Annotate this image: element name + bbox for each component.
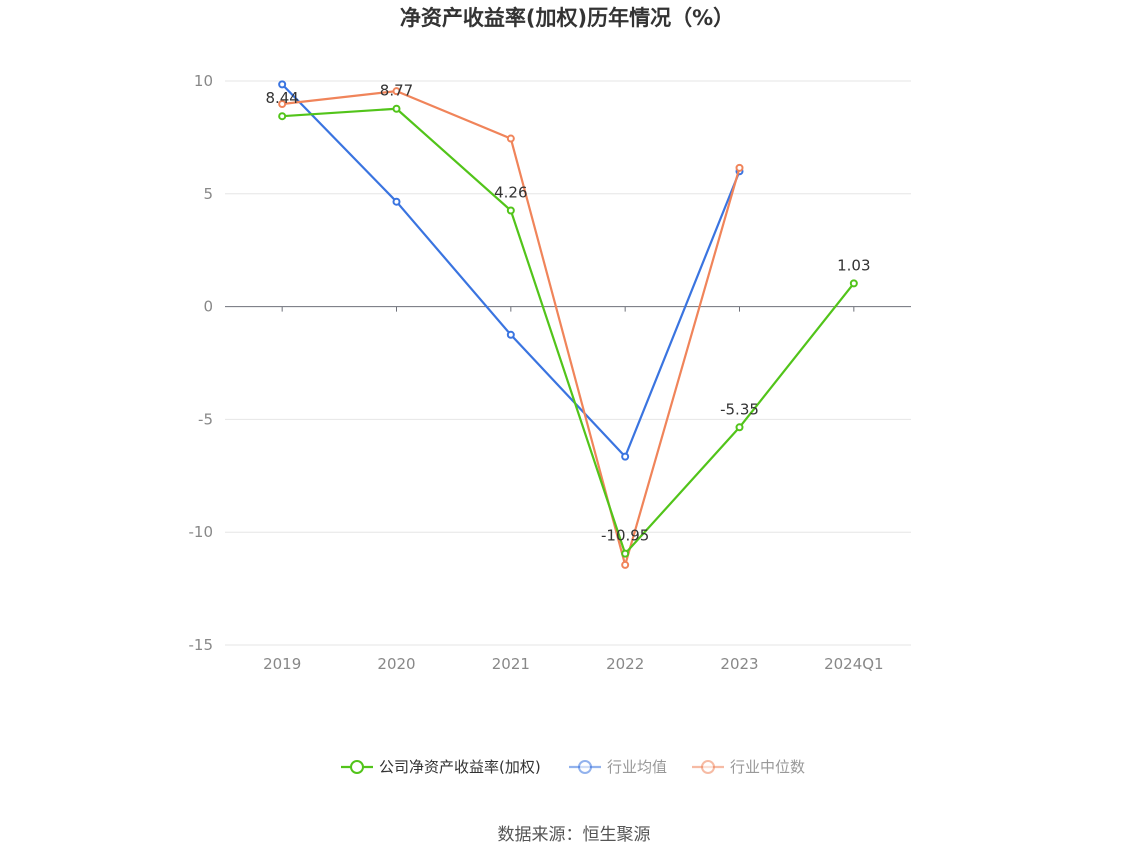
series-line (282, 107, 855, 555)
data-point[interactable] (506, 206, 515, 215)
x-tick-label: 2020 (377, 655, 415, 673)
legend[interactable]: 公司净资产收益率(加权) 行业均值 行业中位数 (341, 758, 805, 776)
data-point[interactable] (735, 163, 744, 172)
legend-label: 行业中位数 (730, 758, 805, 776)
legend-item[interactable]: 行业中位数 (692, 758, 805, 776)
y-tick-label: -5 (198, 410, 213, 428)
data-label: 1.03 (837, 256, 870, 274)
grid (225, 80, 911, 646)
legend-marker (578, 760, 592, 774)
data-point[interactable] (621, 560, 630, 569)
data-point[interactable] (392, 197, 401, 206)
legend-item[interactable]: 行业均值 (569, 758, 667, 776)
legend-marker (701, 760, 715, 774)
data-point[interactable] (278, 112, 287, 121)
data-point[interactable] (735, 423, 744, 432)
data-point[interactable] (278, 80, 287, 89)
data-point[interactable] (392, 87, 401, 96)
series-line (282, 90, 741, 567)
chart-title: 净资产收益率(加权)历年情况（%） (400, 6, 734, 30)
y-tick-label: -15 (189, 636, 214, 654)
data-point[interactable] (506, 134, 515, 143)
legend-item[interactable]: 公司净资产收益率(加权) (341, 758, 541, 776)
data-point[interactable] (506, 330, 515, 339)
axes: 10 5 0 -5 -10 -15 2019 2020 2021 2022 2023 2024Q1 (189, 72, 911, 673)
x-tick-label: 2023 (720, 655, 758, 673)
data-labels: 8.44 8.77 4.26 -10.95 -5.35 1.03 (265, 82, 870, 545)
data-label: 4.26 (494, 183, 527, 201)
legend-marker (350, 760, 364, 774)
data-point[interactable] (621, 549, 630, 558)
source-note: 数据来源：恒生聚源 (498, 825, 651, 845)
data-label: 8.44 (265, 89, 298, 107)
data-label: 8.77 (380, 82, 413, 100)
data-point[interactable] (278, 100, 287, 109)
x-tick-label: 2021 (492, 655, 530, 673)
y-tick-label: 10 (194, 72, 213, 90)
legend-label: 公司净资产收益率(加权) (379, 758, 541, 776)
y-tick-label: 5 (203, 185, 213, 203)
data-point[interactable] (392, 104, 401, 113)
y-tick-label: 0 (203, 298, 213, 316)
y-tick-label: -10 (189, 523, 214, 541)
legend-label: 行业均值 (607, 758, 667, 776)
x-tick-label: 2022 (606, 655, 644, 673)
data-point[interactable] (621, 452, 630, 461)
x-tick-label: 2024Q1 (824, 655, 884, 673)
x-tick-label: 2019 (263, 655, 301, 673)
series (278, 80, 858, 569)
data-label: -10.95 (601, 527, 649, 545)
data-label: -5.35 (720, 400, 759, 418)
data-point[interactable] (849, 279, 858, 288)
